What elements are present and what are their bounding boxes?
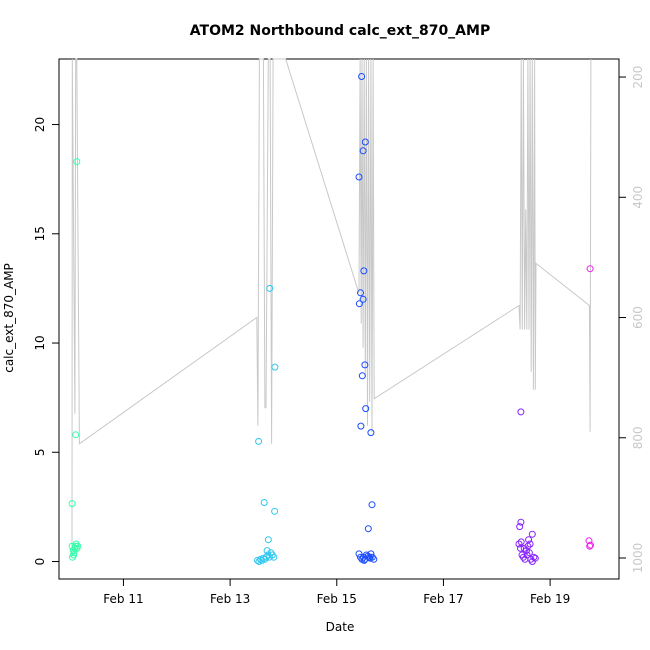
x-tick-label: Feb 17 (423, 592, 463, 606)
y-tick-label: 0 (33, 558, 47, 566)
y-axis-label: calc_ext_870_AMP (2, 263, 16, 373)
data-point (367, 429, 375, 437)
data-point (520, 544, 528, 552)
data-point (586, 265, 594, 273)
data-point (254, 556, 261, 564)
depth-tick-label: 200 (631, 66, 645, 89)
data-point (523, 551, 531, 559)
y-axis: 0 5 10 15 20 (33, 117, 60, 566)
data-point (368, 501, 376, 509)
y-tick-label: 20 (33, 117, 47, 132)
depth-tick-label: 800 (631, 426, 645, 449)
x-tick-label: Feb 11 (103, 592, 143, 606)
y-tick-label: 15 (33, 226, 47, 241)
depth-tick-label: 1000 (631, 543, 645, 574)
data-point (515, 540, 523, 548)
data-point (365, 553, 373, 561)
x-axis-label: Date (326, 620, 355, 634)
data-point (260, 499, 268, 506)
x-tick-label: Feb 15 (317, 592, 357, 606)
data-point (271, 363, 279, 371)
data-point (517, 518, 525, 526)
depth-tick-label: 600 (631, 306, 645, 329)
data-point (525, 536, 533, 544)
data-point (359, 147, 367, 155)
data-point (360, 267, 368, 275)
data-point (530, 553, 538, 561)
data-point (270, 553, 278, 561)
data-point (528, 530, 536, 538)
data-point (525, 549, 533, 557)
x-tick-label: Feb 13 (210, 592, 250, 606)
data-point (370, 555, 378, 563)
data-point (361, 361, 369, 369)
data-point (68, 542, 76, 550)
data-point (266, 284, 274, 292)
data-point (517, 538, 525, 546)
data-point (360, 556, 368, 564)
data-point (517, 408, 525, 416)
data-point (519, 553, 527, 561)
data-point (357, 289, 364, 297)
data-point (68, 500, 76, 508)
data-point (585, 537, 593, 545)
data-point (517, 544, 524, 552)
depth-tick-label: 400 (631, 186, 645, 209)
data-point (72, 431, 80, 439)
x-tick-label: Feb 19 (530, 592, 570, 606)
data-point (358, 73, 366, 80)
data-point (362, 405, 370, 413)
data-point (358, 372, 366, 380)
data-point (357, 422, 365, 430)
depth-profile-line (71, 58, 592, 559)
data-point (355, 173, 363, 181)
data-point (364, 525, 372, 533)
y-tick-label: 10 (33, 335, 47, 350)
data-point (73, 158, 81, 166)
data-point (355, 300, 363, 308)
data-point (255, 437, 263, 445)
data-point (271, 507, 279, 515)
chart-title: ATOM2 Northbound calc_ext_870_AMP (190, 23, 490, 39)
data-point (526, 540, 534, 548)
data-point (361, 138, 369, 146)
data-point (264, 536, 272, 544)
x-axis: Feb 11 Feb 13 Feb 15 Feb 17 Feb 19 (103, 578, 570, 606)
data-point (586, 542, 594, 550)
data-point (70, 551, 78, 559)
data-point (516, 523, 524, 531)
depth-line-group (71, 58, 592, 559)
data-point (367, 550, 375, 558)
data-points-group (68, 73, 594, 565)
data-point (366, 554, 374, 562)
data-point (531, 554, 539, 562)
data-point (359, 295, 367, 303)
data-point (524, 542, 532, 550)
data-point (263, 547, 271, 555)
depth-axis-right: 200 400 600 800 1000 (618, 66, 645, 574)
data-point (587, 541, 594, 549)
y-tick-label: 5 (33, 448, 47, 456)
data-point (355, 550, 363, 558)
